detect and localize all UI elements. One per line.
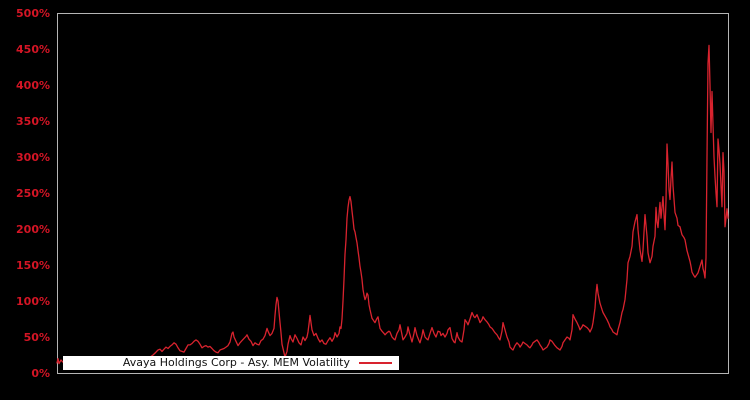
plot-area (57, 13, 729, 374)
y-axis-tick-label: 200% (16, 222, 50, 236)
y-axis-tick-label: 500% (16, 6, 50, 20)
legend-label: Avaya Holdings Corp - Asy. MEM Volatilit… (122, 356, 350, 369)
legend-line-swatch (359, 362, 392, 364)
y-axis-tick-label: 450% (16, 42, 50, 56)
y-axis-tick-label: 300% (16, 150, 50, 164)
series-line (56, 44, 729, 365)
y-axis-tick-label: 0% (31, 366, 50, 380)
y-axis-tick-label: 50% (23, 330, 50, 344)
y-axis-tick-label: 150% (16, 258, 50, 272)
y-axis-tick-label: 400% (16, 78, 50, 92)
y-axis-tick-label: 100% (16, 294, 50, 308)
y-axis-tick-label: 350% (16, 114, 50, 128)
legend: Avaya Holdings Corp - Asy. MEM Volatilit… (63, 356, 399, 370)
y-axis-tick-label: 250% (16, 186, 50, 200)
